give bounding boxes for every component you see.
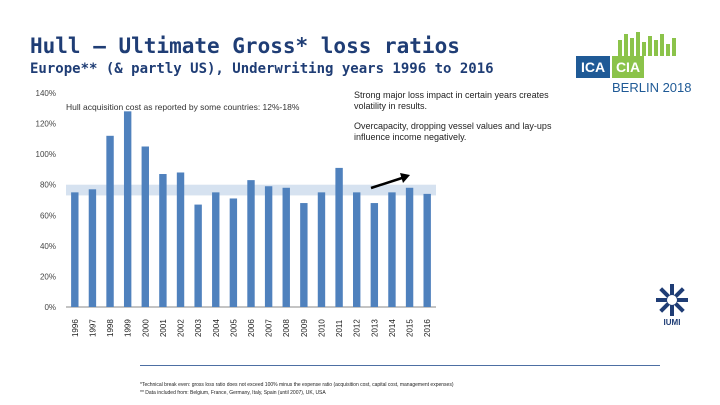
bar-2013	[370, 203, 379, 307]
bar-2002	[176, 172, 185, 307]
bar-2009	[300, 203, 308, 307]
commentary-line-2: Overcapacity, dropping vessel values and…	[354, 120, 552, 142]
bar-1998	[106, 135, 114, 307]
iumi-logo: IUMI	[654, 282, 690, 332]
page-subtitle: Europe** (& partly US), Underwriting yea…	[30, 61, 494, 77]
x-tick-label: 1999	[124, 319, 133, 337]
x-tick-label: 2010	[317, 319, 326, 337]
page-title: Hull – Ultimate Gross* loss ratios	[30, 34, 460, 58]
bar-2003	[194, 204, 202, 307]
x-tick-label: 2012	[353, 319, 362, 337]
y-tick-label: 100%	[36, 150, 56, 159]
footnote-1: *Technical break even: gross loss ratio …	[140, 382, 454, 388]
x-tick-label: 2001	[159, 319, 168, 337]
x-tick-label: 2004	[212, 319, 221, 337]
bar-2015	[405, 187, 414, 307]
bar-2016	[423, 193, 431, 307]
bar-2001	[159, 174, 167, 307]
city-skyline-icon	[618, 32, 676, 56]
x-tick-label: 2008	[282, 319, 291, 337]
y-tick-label: 80%	[40, 181, 56, 190]
trend-arrow-head	[400, 173, 410, 183]
iumi-label: IUMI	[663, 318, 681, 327]
footnotes: *Technical break even: gross loss ratio …	[140, 381, 454, 397]
footnote-2: ** Data included from: Belgium, France, …	[140, 390, 326, 396]
commentary-line-1: Strong major loss impact in certain year…	[354, 90, 549, 112]
x-tick-label: 2013	[370, 319, 379, 337]
y-tick-label: 0%	[44, 303, 56, 312]
x-tick-label: 2002	[177, 319, 186, 337]
bar-1997	[88, 189, 97, 307]
x-tick-label: 2003	[194, 319, 203, 337]
bar-2004	[212, 192, 220, 307]
x-tick-label: 2006	[247, 319, 256, 337]
bar-2007	[264, 186, 273, 307]
x-tick-label: 2011	[335, 319, 344, 337]
logo-ica-text: ICA	[576, 56, 610, 78]
bar-1999	[123, 111, 132, 307]
bar-2010	[317, 192, 326, 307]
x-tick-label: 2007	[265, 319, 274, 337]
bar-2014	[388, 192, 396, 307]
bar-2005	[229, 198, 238, 307]
y-tick-label: 40%	[40, 242, 56, 251]
bar-2012	[353, 192, 361, 307]
logo-cia-text: CIA	[612, 56, 644, 78]
x-tick-label: 1997	[88, 319, 97, 337]
x-tick-label: 2009	[300, 319, 309, 337]
logo-event-text: BERLIN 2018	[612, 80, 692, 95]
x-tick-label: 2000	[141, 319, 150, 337]
y-tick-label: 20%	[40, 272, 56, 281]
commentary-box: Strong major loss impact in certain year…	[354, 90, 568, 160]
y-tick-label: 60%	[40, 211, 56, 220]
x-tick-label: 2016	[423, 319, 432, 337]
x-tick-label: 2015	[406, 319, 415, 337]
y-tick-label: 120%	[36, 120, 56, 129]
bar-1996	[71, 192, 79, 307]
trend-arrow	[370, 176, 403, 190]
x-tick-label: 2014	[388, 319, 397, 337]
bar-2006	[247, 180, 255, 307]
x-tick-label: 1996	[71, 319, 80, 337]
x-tick-label: 1998	[106, 319, 115, 337]
y-tick-label: 140%	[36, 89, 56, 98]
x-tick-label: 2005	[229, 319, 238, 337]
bar-2008	[282, 187, 290, 307]
footnote-divider	[140, 365, 660, 366]
acquisition-cost-note: Hull acquisition cost as reported by som…	[66, 102, 300, 112]
iumi-star-icon	[656, 284, 688, 316]
bar-2011	[335, 167, 343, 307]
bar-2000	[141, 146, 149, 307]
ica-berlin-logo: ICA CIA BERLIN 2018	[576, 30, 720, 100]
